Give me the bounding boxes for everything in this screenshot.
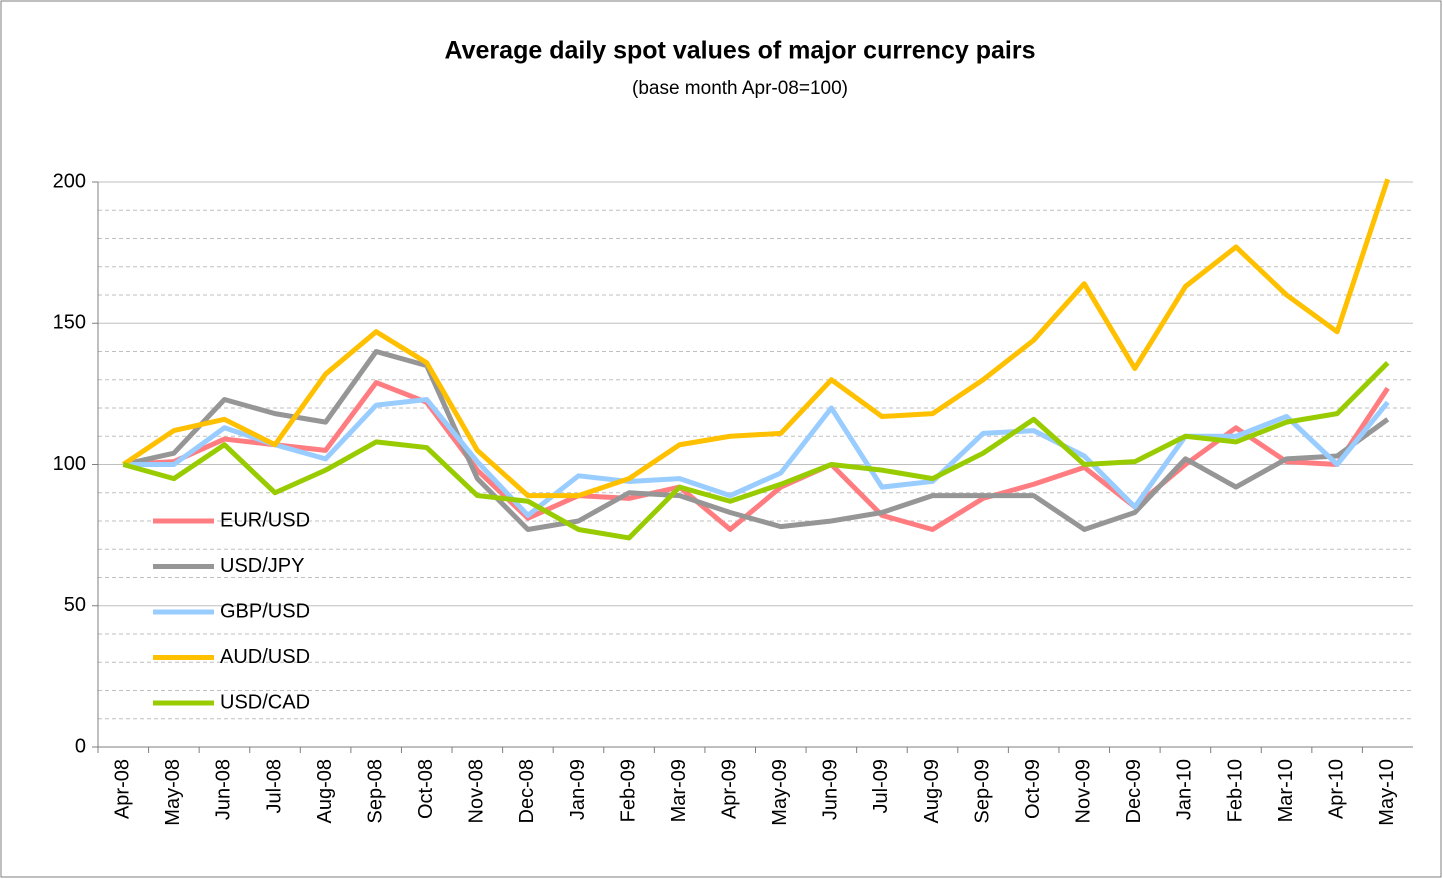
x-tick-label: May-10	[1376, 759, 1398, 826]
x-tick-label: Nov-08	[466, 759, 488, 823]
x-tick-label: Apr-08	[112, 759, 134, 819]
x-tick-label: Jul-08	[263, 759, 285, 813]
plot-lines	[121, 178, 1391, 541]
legend-label: USD/JPY	[220, 555, 304, 577]
x-tick-label: Jun-09	[820, 759, 842, 820]
x-tick-label: Oct-08	[415, 759, 437, 819]
y-tick-label: 0	[75, 735, 86, 757]
series-line	[122, 361, 1390, 541]
x-tick-label: Dec-08	[516, 759, 538, 823]
x-tick-label: Mar-10	[1275, 759, 1297, 822]
series-line	[123, 397, 1390, 518]
x-tick-label: Aug-09	[921, 759, 943, 824]
x-tick-label: Sep-08	[364, 759, 386, 824]
x-tick-label: Dec-09	[1123, 759, 1145, 823]
x-tick-label: Jan-09	[567, 759, 589, 820]
series-line	[123, 380, 1390, 532]
x-tick-label: Apr-09	[718, 759, 740, 819]
x-tick-label: Aug-08	[314, 759, 336, 824]
x-tick-label: Mar-09	[668, 759, 690, 822]
chart-title: Average daily spot values of major curre…	[445, 37, 1036, 65]
x-tick-label: May-08	[162, 759, 184, 826]
y-tick-label: 100	[53, 453, 86, 475]
y-tick-label: 150	[53, 312, 86, 334]
x-tick-label: Feb-09	[617, 759, 639, 822]
x-tick-label: Nov-09	[1073, 759, 1095, 823]
legend-label: EUR/USD	[220, 509, 310, 531]
x-tick-label: May-09	[769, 759, 791, 826]
legend-label: GBP/USD	[220, 600, 310, 622]
x-tick-label: Apr-10	[1325, 759, 1347, 819]
chart-subtitle: (base month Apr-08=100)	[632, 78, 848, 99]
legend-label: AUD/USD	[220, 646, 310, 668]
series-line	[122, 349, 1390, 532]
legend-label: USD/CAD	[220, 691, 310, 713]
x-tick-label: Jun-08	[213, 759, 235, 820]
y-tick-label: 200	[53, 170, 86, 192]
x-tick-label: Oct-09	[1022, 759, 1044, 819]
x-tick-label: Feb-10	[1224, 759, 1246, 822]
x-tick-label: Sep-09	[971, 759, 993, 824]
x-tick-label: Jul-09	[870, 759, 892, 813]
x-tick-label: Jan-10	[1174, 759, 1196, 820]
series-line	[121, 178, 1391, 499]
y-tick-label: 50	[64, 594, 86, 616]
